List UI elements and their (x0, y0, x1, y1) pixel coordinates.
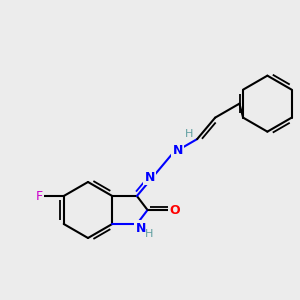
Text: H: H (185, 129, 193, 139)
Text: N: N (136, 221, 146, 235)
Text: H: H (145, 229, 153, 239)
Text: O: O (169, 203, 180, 217)
Text: F: F (35, 190, 43, 202)
Text: N: N (145, 171, 155, 184)
Text: N: N (173, 144, 183, 157)
